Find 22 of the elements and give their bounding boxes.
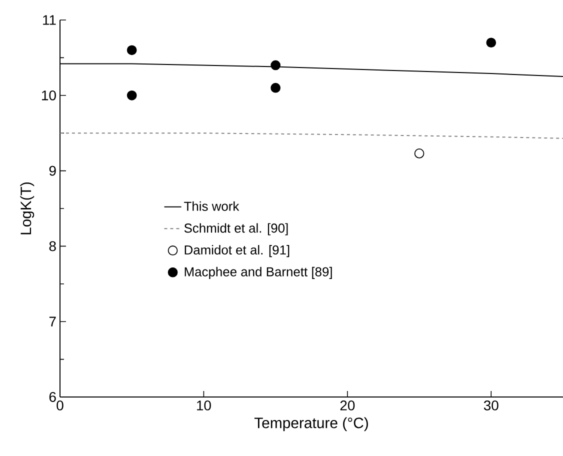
x-tick-label: 30 bbox=[484, 400, 498, 410]
x-axis-title: Temperature (°C) bbox=[254, 417, 368, 432]
legend-label: Damidot et al. [91] bbox=[184, 245, 290, 258]
legend-label: Macphee and Barnett [89] bbox=[184, 266, 332, 279]
point bbox=[486, 38, 496, 48]
legend-label: Schmidt et al. [90] bbox=[184, 223, 288, 236]
point bbox=[126, 45, 137, 56]
legend-label: This work bbox=[184, 201, 240, 211]
y-tick-label: 8 bbox=[49, 241, 56, 252]
y-tick-label: 7 bbox=[49, 316, 56, 326]
y-axis-title: LogK(T) bbox=[20, 182, 34, 234]
point bbox=[414, 148, 424, 158]
y-tick-label: 6 bbox=[49, 392, 56, 402]
point bbox=[270, 82, 281, 93]
point bbox=[126, 90, 137, 100]
y-tick-label: 9 bbox=[49, 166, 56, 176]
x-tick-label: 20 bbox=[340, 400, 355, 410]
y-tick-label: 11 bbox=[43, 15, 56, 25]
x-tick-label: 10 bbox=[197, 400, 211, 410]
point bbox=[270, 60, 281, 70]
y-tick-label: 10 bbox=[42, 90, 56, 100]
x-tick-label: 0 bbox=[56, 400, 64, 410]
